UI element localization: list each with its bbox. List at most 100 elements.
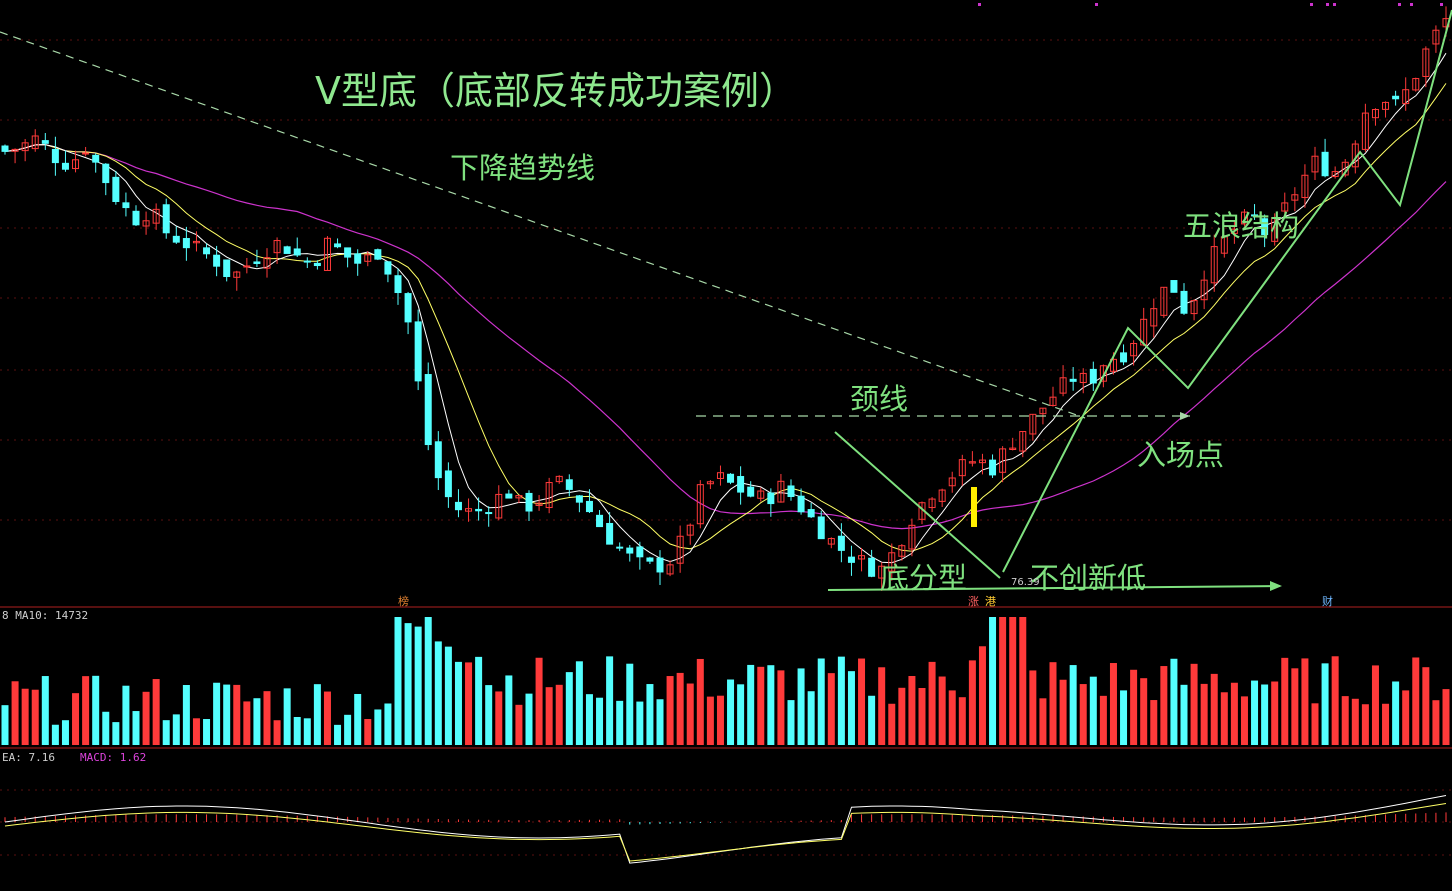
volume-bar — [515, 704, 523, 745]
volume-bar — [505, 675, 513, 745]
volume-bar — [1261, 684, 1269, 745]
candle-body — [142, 220, 150, 227]
volume-bar — [1351, 698, 1359, 745]
candle-body — [1301, 174, 1309, 199]
five-wave-path — [1002, 9, 1452, 573]
macd-dif-line — [4, 795, 1447, 864]
top-marker-dot — [1398, 3, 1401, 6]
volume-bar — [354, 693, 362, 745]
volume-bar — [21, 688, 29, 745]
ma-short-line — [4, 52, 1447, 564]
volume-bar — [495, 691, 503, 745]
volume-bar — [1180, 684, 1188, 745]
candle-body — [213, 254, 221, 267]
volume-bar — [1170, 658, 1178, 745]
volume-bar — [727, 679, 735, 745]
volume-bar — [1432, 700, 1440, 745]
candle-body — [334, 243, 342, 248]
candle-body — [596, 514, 604, 528]
candle-body — [303, 260, 311, 263]
candle-body — [414, 321, 422, 382]
candle-body — [938, 489, 946, 502]
volume-bar — [767, 665, 775, 745]
candle-body — [1281, 202, 1289, 212]
volume-bar — [152, 679, 160, 745]
volume-bar — [918, 687, 926, 745]
candle-body — [676, 535, 684, 564]
marker-zhang: 涨 — [968, 595, 979, 608]
volume-bar — [525, 693, 533, 745]
downtrend-line-label: 下降趋势线 — [450, 151, 596, 185]
candle-body — [1291, 194, 1299, 201]
volume-bar — [313, 684, 321, 745]
candle-body — [51, 148, 59, 164]
volume-bar — [1099, 695, 1107, 745]
candle-body — [293, 248, 301, 256]
bottom-fractal-arrow — [834, 431, 1001, 579]
no-new-low-line — [827, 585, 1281, 591]
volume-bar — [102, 711, 110, 745]
volume-bar — [1271, 681, 1279, 745]
volume-bar — [606, 656, 614, 745]
volume-bar — [41, 676, 49, 745]
candle-body — [172, 235, 180, 243]
downtrend-line — [0, 31, 1086, 419]
candle-body — [132, 210, 140, 226]
candle-body — [716, 472, 724, 479]
volume-bar — [1059, 679, 1067, 745]
candle-body — [747, 486, 755, 497]
volume-bar — [1019, 617, 1027, 745]
volume-bar — [263, 691, 271, 745]
volume-bar — [1392, 681, 1400, 745]
volume-bar — [757, 666, 765, 745]
volume-bar — [928, 661, 936, 745]
volume-bar — [203, 719, 211, 745]
top-marker-dot — [1440, 3, 1443, 6]
candle-body — [1200, 279, 1208, 301]
candle-body — [1150, 308, 1158, 327]
candle-body — [1321, 151, 1329, 177]
macd-dea-line — [4, 803, 1447, 862]
candle-body — [243, 265, 251, 268]
candle-body — [898, 545, 906, 557]
candle-body — [706, 481, 714, 485]
top-marker-dot — [1326, 3, 1329, 6]
volume-bar — [72, 693, 80, 745]
volume-bar — [847, 671, 855, 745]
candle-body — [928, 498, 936, 509]
volume-bar — [1240, 696, 1248, 745]
candle-body — [737, 476, 745, 493]
volume-bar — [817, 658, 825, 745]
candle-body — [827, 538, 835, 545]
volume-bar — [676, 672, 684, 745]
volume-bar — [172, 714, 180, 745]
candle-body — [374, 249, 382, 260]
volume-bar — [868, 695, 876, 745]
volume-bar — [837, 656, 845, 745]
volume-bar — [444, 646, 452, 745]
candle-body — [888, 552, 896, 572]
candle-body — [283, 246, 291, 254]
candle-body — [162, 204, 170, 234]
candle-body — [908, 524, 916, 550]
volume-bar — [858, 658, 866, 745]
candle-body — [1402, 89, 1410, 105]
candle-body — [1079, 372, 1087, 384]
candle-body — [454, 501, 462, 511]
candle-body — [999, 448, 1007, 473]
volume-bar — [223, 684, 231, 745]
candle-body — [656, 557, 664, 573]
candle-body — [767, 492, 775, 505]
candle-body — [1069, 378, 1077, 382]
volume-bar — [213, 682, 221, 745]
candle-body — [948, 477, 956, 487]
top-marker-dot — [1310, 3, 1313, 6]
volume-bar — [1382, 703, 1390, 745]
candle-body — [192, 240, 200, 244]
candle-body — [606, 522, 614, 545]
candle-body — [847, 556, 855, 563]
volume-bar — [1311, 703, 1319, 745]
volume-bar — [1, 705, 9, 745]
volume-bar — [908, 676, 916, 745]
